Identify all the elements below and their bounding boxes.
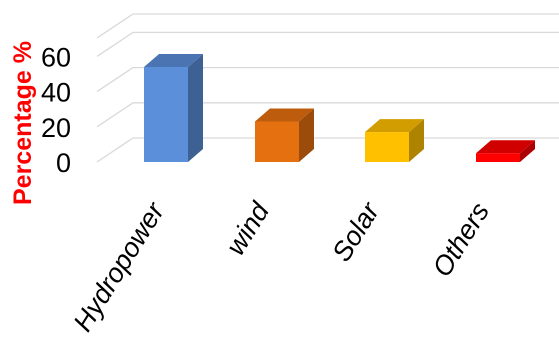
gridline	[96, 13, 559, 39]
bar	[365, 119, 424, 162]
bar	[144, 53, 203, 162]
y-axis-title: Percentage %	[9, 41, 37, 205]
bar-side	[188, 53, 203, 162]
bar-top	[144, 53, 203, 67]
x-tick-label: Solar	[326, 196, 385, 266]
bar-front	[476, 153, 520, 162]
gridline	[96, 31, 559, 57]
x-tick-label: Others	[427, 197, 495, 282]
y-tick-label: 40	[41, 78, 71, 108]
gridline	[96, 66, 559, 93]
x-axis-labels: Hydropower wind Solar Others	[68, 196, 496, 336]
bar-front	[144, 66, 188, 162]
x-tick-label: wind	[220, 196, 275, 260]
y-axis-ticks: 0 20 40 60	[41, 42, 71, 178]
bar-side	[520, 140, 535, 162]
bar	[255, 108, 314, 162]
bar-side	[409, 119, 424, 162]
y-tick-label: 60	[41, 42, 71, 72]
bar-side	[299, 108, 314, 162]
bars	[144, 53, 535, 162]
bar	[476, 140, 535, 162]
bar-top	[255, 108, 314, 122]
y-tick-label: 20	[41, 113, 71, 143]
bar-top	[476, 140, 535, 154]
y-tick-label: 0	[56, 148, 71, 178]
bar-top	[365, 119, 424, 133]
x-tick-label: Hydropower	[68, 196, 171, 336]
gridline	[96, 102, 559, 128]
bar-front	[365, 132, 409, 162]
bar-front	[255, 121, 299, 162]
